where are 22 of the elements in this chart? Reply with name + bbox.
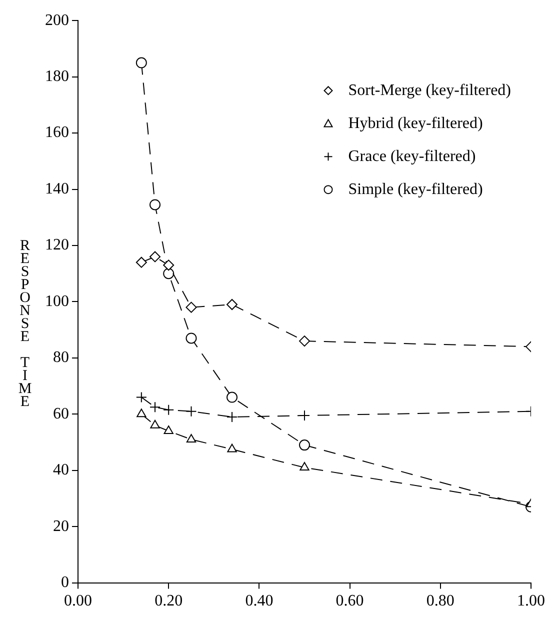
y-axis-title: RESPONSE TIME bbox=[16, 238, 34, 407]
y-tick-label: 60 bbox=[53, 405, 69, 422]
legend-label: Grace (key-filtered) bbox=[348, 148, 476, 165]
x-tick-label: 1.00 bbox=[517, 592, 545, 610]
y-tick-label: 180 bbox=[45, 68, 69, 86]
y-tick-label: 160 bbox=[45, 124, 69, 142]
legend-label: Hybrid (key-filtered) bbox=[348, 114, 483, 132]
y-tick-label: 80 bbox=[53, 349, 69, 366]
y-tick-label: 20 bbox=[53, 518, 69, 535]
x-tick-label: 0.80 bbox=[426, 592, 454, 610]
x-tick-label: 0.40 bbox=[245, 592, 274, 610]
x-tick-label: 0.20 bbox=[154, 592, 183, 610]
y-tick-label: 40 bbox=[53, 462, 69, 479]
legend-label: Simple (key-filtered) bbox=[348, 180, 483, 198]
y-tick-label: 200 bbox=[45, 12, 69, 29]
y-tick-label: 100 bbox=[45, 292, 69, 310]
y-tick-label: 0 bbox=[61, 574, 69, 592]
y-tick-label: 120 bbox=[45, 236, 69, 254]
legend-label: Sort-Merge (key-filtered) bbox=[348, 82, 511, 99]
x-tick-label: 0.00 bbox=[64, 592, 92, 610]
x-tick-label: 0.60 bbox=[336, 592, 364, 610]
y-tick-label: 140 bbox=[45, 180, 69, 198]
